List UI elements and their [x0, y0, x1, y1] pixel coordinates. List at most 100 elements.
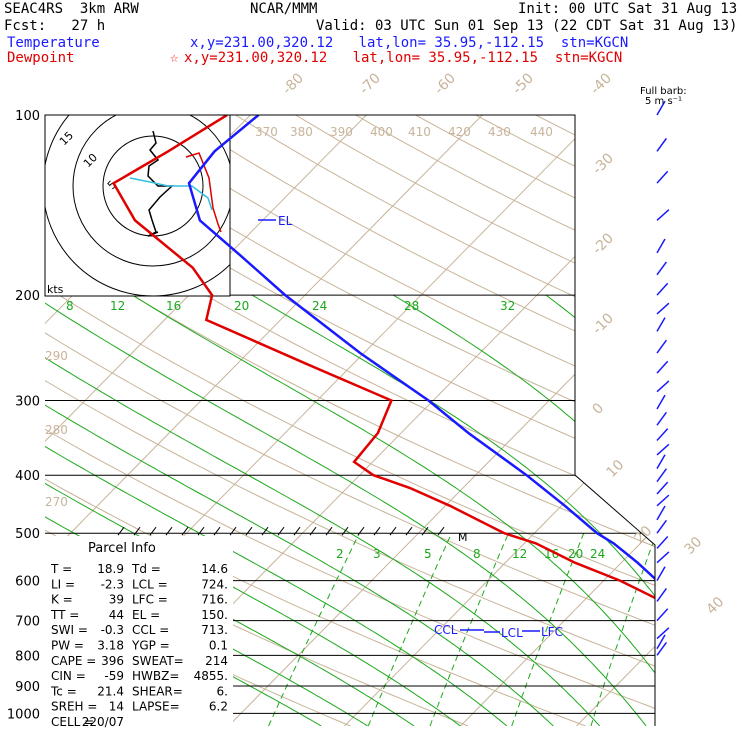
- freezing-level-hatch: [389, 526, 397, 536]
- dry-adiabat-line: [45, 115, 655, 726]
- lcl-label: LCL: [501, 626, 523, 640]
- moist-adiabat-line: [45, 294, 647, 726]
- parcel-row-label: PW =: [51, 639, 84, 653]
- freezing-level-hatch: [133, 526, 141, 536]
- pressure-tick-label: 200: [15, 289, 40, 304]
- parcel-row-value: 21.4: [97, 684, 124, 698]
- isotherm-line: [693, 115, 740, 726]
- parcel-row-value: 214: [205, 654, 228, 668]
- dry-adiabat-line: [45, 115, 655, 726]
- dry-adiabat-label: 440: [530, 125, 553, 139]
- temperature-legend-label: Temperature: [7, 35, 100, 51]
- institution-label: NCAR/MMM: [250, 1, 318, 17]
- mixing-ratio-label: 2: [336, 547, 344, 561]
- mixing-ratio-line: [590, 533, 655, 726]
- isotherm-label: 30: [682, 534, 706, 558]
- dry-adiabat-line: [656, 115, 740, 726]
- wind-barb: [656, 170, 669, 184]
- dewpoint-legend-label: Dewpoint: [7, 50, 75, 66]
- dry-adiabat-line: [415, 115, 655, 726]
- freezing-level-hatch: [357, 526, 365, 536]
- wind-barb: [656, 317, 666, 332]
- wind-barb: [656, 551, 670, 564]
- parcel-row-value: 39: [109, 593, 124, 607]
- moist-adiabat-label: 12: [110, 299, 125, 313]
- pressure-tick-label: 700: [15, 615, 40, 630]
- parcel-row-label: CAPE =: [51, 654, 96, 668]
- wind-barb: [656, 566, 666, 581]
- dry-adiabat-label: 370: [255, 125, 278, 139]
- mixing-ratio-label: 5: [424, 547, 432, 561]
- freezing-level-hatch: [181, 526, 189, 536]
- mixing-ratio-line: [663, 533, 723, 726]
- wind-barb: [656, 634, 666, 650]
- hodograph-trace-cyan: [129, 177, 213, 211]
- dry-adiabat-line: [45, 115, 351, 726]
- parcel-row-label: T =: [50, 562, 72, 576]
- moist-adiabat-line: [45, 294, 508, 726]
- dry-adiabat-labels: 370 380 390 400 410 420 430 440 290 280 270: [45, 125, 553, 509]
- isotherm-line: [228, 115, 655, 726]
- mixing-ratio-label: 20: [568, 547, 583, 561]
- parcel-info-background: [45, 536, 233, 726]
- mixing-ratio-line: [268, 532, 360, 726]
- freezing-level-hatch: [309, 526, 317, 536]
- wind-barb: [656, 261, 668, 276]
- freezing-level-hatch: [245, 526, 253, 536]
- parcel-row-value: 14.6: [201, 562, 228, 576]
- wind-barb: [656, 238, 666, 254]
- wind-barb: [656, 428, 669, 442]
- valid-time: Valid: 03 UTC Sun 01 Sep 13 (22 CDT Sat …: [316, 18, 738, 34]
- parcel-row-label: SWI =: [51, 623, 88, 637]
- dry-adiabat-line: [115, 115, 655, 726]
- wind-barbs: [656, 100, 670, 656]
- parcel-row-value: 3.18: [97, 639, 124, 653]
- isotherm-label: -60: [432, 70, 459, 97]
- mixing-ratio-lines: [268, 532, 723, 726]
- parcel-row-value: 14: [109, 700, 124, 714]
- freezing-level-hatch: [261, 526, 269, 536]
- parcel-row-label: LAPSE=: [132, 700, 180, 714]
- parcel-row-value: 44: [109, 608, 124, 622]
- parcel-row-value: 4855.: [194, 669, 228, 683]
- isotherm-line: [460, 115, 655, 726]
- parcel-row-value: 0.1: [209, 639, 228, 653]
- wind-barb: [656, 380, 670, 393]
- dry-adiabat-line: [45, 115, 655, 726]
- parcel-row-value: -59: [104, 669, 124, 683]
- dry-adiabat-line: [45, 115, 655, 726]
- wind-barb: [656, 302, 670, 315]
- moist-adiabat-lines: [45, 294, 655, 726]
- wind-barb: [656, 505, 666, 521]
- dry-adiabat-line: [45, 115, 655, 726]
- moist-adiabat-line: [45, 294, 461, 726]
- parcel-row-label: EL =: [132, 608, 160, 622]
- mixing-ratio-label: 24: [590, 547, 605, 561]
- wind-barb: [656, 360, 669, 374]
- moist-adiabat-label: 32: [500, 299, 515, 313]
- isotherm-line: [45, 115, 367, 726]
- dry-adiabat-line: [45, 115, 655, 726]
- dry-adiabat-label: 380: [290, 125, 313, 139]
- dry-adiabat-line: [595, 115, 655, 726]
- freezing-level-hatch: [341, 526, 349, 536]
- freezing-level-hatch: [117, 526, 125, 536]
- wind-barb: [656, 519, 668, 534]
- freezing-level-hatch: [293, 526, 301, 536]
- parcel-row-value: -2.3: [101, 577, 124, 591]
- parcel-row-value: 396: [101, 654, 124, 668]
- parcel-row-value: 150.: [201, 608, 228, 622]
- parcel-row-label: TT =: [50, 608, 79, 622]
- parcel-row-label: YGP =: [131, 639, 170, 653]
- parcel-row-value: 724.: [201, 577, 228, 591]
- model-title: SEAC4RS 3km ARW: [4, 1, 139, 17]
- barb-key-label: Full barb:: [640, 86, 687, 97]
- pressure-tick-label: 400: [15, 469, 40, 484]
- pressure-tick-label: 100: [15, 109, 40, 124]
- freezing-level-hatch: [405, 526, 413, 536]
- parcel-info-title: Parcel Info: [88, 541, 156, 556]
- dry-adiabat-line: [535, 115, 655, 726]
- dry-adiabat-label: 280: [45, 423, 68, 437]
- moist-adiabat-label: 20: [234, 299, 249, 313]
